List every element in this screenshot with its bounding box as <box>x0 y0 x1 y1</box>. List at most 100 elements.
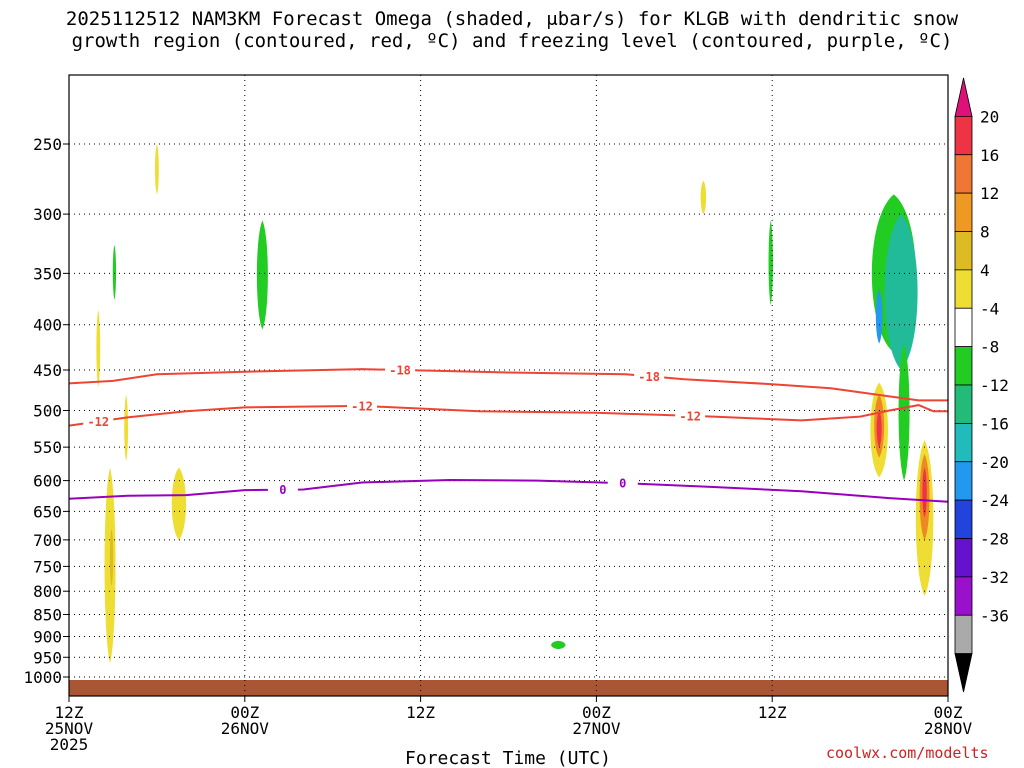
contour-label-bg-0-1 <box>634 369 665 384</box>
omega-shade-20 <box>922 467 927 518</box>
colorbar-label-8: -16 <box>980 414 1009 433</box>
omega-shade-9 <box>700 180 707 215</box>
omega-shade-14 <box>875 289 883 344</box>
omega-shade-7 <box>256 220 268 330</box>
y-tick-label-250: 250 <box>33 135 62 154</box>
ground-surface <box>69 680 948 696</box>
contour-label-bg-2-1 <box>607 476 638 491</box>
y-tick-label-850: 850 <box>33 606 62 625</box>
colorbar-swatch-15 <box>954 653 973 693</box>
y-tick-label-400: 400 <box>33 316 62 335</box>
omega-shade-4 <box>154 144 159 195</box>
y-tick-label-800: 800 <box>33 582 62 601</box>
contour-label-2-0: 0 <box>279 483 286 497</box>
contour-label-2-1: 0 <box>619 477 626 491</box>
colorbar: 20 16 12 8 4 -4 -8 -12 -16 -20 -24 -28 -32 -36 <box>954 77 1009 693</box>
omega-shade-13 <box>898 343 910 481</box>
colorbar-swatch-12 <box>954 538 973 578</box>
contour-label-bg-2-0 <box>267 482 298 497</box>
omega-shade-10 <box>768 220 773 305</box>
contour-line-1 <box>68 404 948 427</box>
y-tick-label-650: 650 <box>33 502 62 521</box>
y-tick-label-300: 300 <box>33 205 62 224</box>
omega-shade-3 <box>124 394 129 461</box>
colorbar-label-0: 20 <box>980 107 999 126</box>
y-tick-label-900: 900 <box>33 627 62 646</box>
colorbar-swatch-3 <box>954 192 973 232</box>
source-credit[interactable]: coolwx.com/modelts <box>826 744 989 762</box>
omega-shade-2 <box>96 310 101 387</box>
grid-layer <box>69 75 948 696</box>
colorbar-swatch-5 <box>954 269 973 309</box>
contour-label-1-0: -12 <box>87 415 109 429</box>
contour-label-0-0: -18 <box>389 364 411 378</box>
contour-line-0 <box>68 368 948 402</box>
colorbar-swatch-8 <box>954 384 973 424</box>
contour-layer: -18 -18 -12 -12 -12 0 0 <box>68 363 949 503</box>
axes-layer: 250 300 350 400 450 500 550 600 650 700 750 800 850 9… <box>23 135 972 754</box>
colorbar-label-7: -12 <box>980 376 1009 395</box>
colorbar-label-1: 16 <box>980 146 999 165</box>
colorbar-label-13: -36 <box>980 606 1009 625</box>
contour-label-bg-1-1 <box>347 398 377 413</box>
colorbar-label-5: -4 <box>980 299 999 318</box>
colorbar-swatch-10 <box>954 461 973 501</box>
colorbar-label-6: -8 <box>980 338 999 357</box>
colorbar-swatch-9 <box>954 422 973 463</box>
x-tick-label-24-0: 12Z <box>406 703 435 722</box>
contour-line-2 <box>68 478 949 503</box>
omega-shade-12 <box>884 214 918 370</box>
colorbar-label-10: -24 <box>980 491 1009 510</box>
colorbar-swatch-11 <box>954 499 973 539</box>
y-tick-label-450: 450 <box>33 361 62 380</box>
y-tick-label-500: 500 <box>33 402 62 421</box>
x-tick-label-36-1: 27NOV <box>572 719 621 738</box>
x-tick-label-0-0: 12Z <box>55 703 84 722</box>
colorbar-label-4: 4 <box>980 261 990 280</box>
colorbar-swatch-14 <box>954 614 973 655</box>
colorbar-label-3: 8 <box>980 223 990 242</box>
y-tick-label-550: 550 <box>33 438 62 457</box>
y-tick-label-950: 950 <box>33 648 62 667</box>
colorbar-swatch-13 <box>954 576 973 616</box>
y-tick-label-700: 700 <box>33 531 62 550</box>
x-tick-label-48-0: 12Z <box>758 703 787 722</box>
omega-shading-layer <box>69 144 948 696</box>
x-tick-label-12-1: 26NOV <box>221 719 270 738</box>
colorbar-swatch-7 <box>954 346 973 386</box>
contour-label-1-2: -12 <box>679 409 701 423</box>
contour-label-1-1: -12 <box>351 399 373 413</box>
plot-frame <box>68 74 949 697</box>
x-tick-label-0-2: 2025 <box>50 735 89 754</box>
x-axis-label: Forecast Time (UTC) <box>405 748 611 768</box>
omega-shade-5 <box>171 467 187 540</box>
y-tick-label-350: 350 <box>33 264 62 283</box>
colorbar-label-12: -32 <box>980 568 1009 587</box>
y-tick-label-750: 750 <box>33 557 62 576</box>
x-tick-label-36-0: 00Z <box>582 703 611 722</box>
colorbar-swatch-6 <box>954 307 973 348</box>
x-tick-label-12-0: 00Z <box>230 703 259 722</box>
chart-title-line-1: 2025112512 NAM3KM Forecast Omega (shaded… <box>65 8 959 30</box>
colorbar-label-2: 12 <box>980 184 999 203</box>
contour-label-0-1: -18 <box>638 370 660 384</box>
colorbar-swatch-1 <box>954 115 973 156</box>
colorbar-swatch-4 <box>954 231 973 271</box>
colorbar-swatch-2 <box>954 154 973 194</box>
colorbar-label-11: -28 <box>980 530 1009 549</box>
x-tick-label-60-0: 00Z <box>934 703 963 722</box>
omega-shade-17 <box>876 410 882 448</box>
colorbar-swatch-0 <box>954 77 973 117</box>
omega-shade-1 <box>109 528 114 587</box>
omega-shade-6 <box>112 244 117 300</box>
contour-label-bg-0-0 <box>385 363 416 378</box>
chart-title-line-2: growth region (contoured, red, ºC) and f… <box>71 30 953 52</box>
y-tick-label-1000: 1000 <box>23 668 62 687</box>
omega-shade-8 <box>551 640 566 650</box>
contour-label-bg-1-2 <box>675 408 706 423</box>
contour-label-bg-1-0 <box>83 414 114 429</box>
x-tick-label-60-1: 28NOV <box>924 719 973 738</box>
colorbar-label-9: -20 <box>980 453 1009 472</box>
y-tick-label-600: 600 <box>33 472 62 491</box>
